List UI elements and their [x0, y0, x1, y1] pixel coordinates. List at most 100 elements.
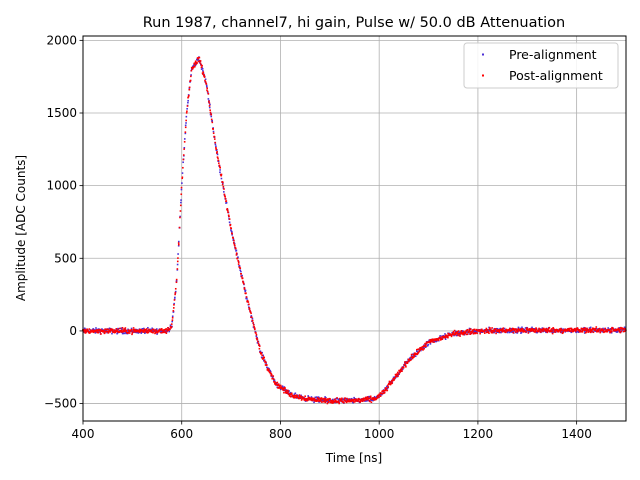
post-alignment-point: [285, 389, 288, 392]
pre-alignment-point: [187, 99, 189, 102]
y-tick-label: 1500: [46, 106, 77, 120]
post-alignment-point: [218, 166, 221, 168]
post-alignment-point: [546, 328, 549, 331]
post-alignment-point: [114, 329, 116, 332]
pre-alignment-point: [589, 327, 591, 329]
pre-alignment-point: [116, 332, 118, 335]
post-alignment-point: [460, 329, 463, 332]
post-alignment-point: [222, 181, 224, 184]
post-alignment-point: [541, 329, 543, 331]
post-alignment-point: [289, 395, 291, 397]
post-alignment-point: [467, 331, 470, 333]
post-alignment-point: [484, 329, 487, 331]
post-alignment-point: [519, 328, 522, 331]
post-alignment-point: [224, 196, 226, 198]
post-alignment-point: [153, 329, 156, 332]
post-alignment-point: [623, 330, 626, 332]
post-alignment-point: [400, 368, 403, 371]
post-alignment-point: [239, 267, 242, 270]
post-alignment-point: [243, 287, 246, 289]
pre-alignment-point: [244, 289, 247, 292]
post-alignment-point: [121, 326, 124, 329]
post-alignment-point: [469, 328, 472, 330]
post-alignment-point: [592, 327, 594, 329]
post-alignment-point: [161, 329, 163, 332]
post-alignment-point: [399, 368, 402, 371]
post-alignment-point: [193, 66, 196, 68]
post-alignment-point: [277, 387, 279, 389]
post-alignment-point: [130, 329, 132, 332]
post-alignment-point: [492, 330, 495, 332]
post-alignment-point: [286, 391, 288, 394]
pre-alignment-point: [101, 328, 103, 330]
post-alignment-point: [385, 387, 388, 389]
post-alignment-point: [202, 71, 205, 73]
pre-alignment-point: [281, 385, 284, 387]
post-alignment-point: [258, 345, 261, 347]
post-alignment-point: [412, 353, 415, 356]
plot-frame: [82, 35, 627, 422]
post-alignment-point: [184, 126, 187, 129]
post-alignment-point: [213, 135, 216, 138]
post-alignment-point: [615, 328, 617, 331]
pre-alignment-point: [207, 98, 210, 100]
pre-alignment-point: [180, 199, 182, 201]
post-alignment-point: [180, 193, 183, 196]
post-alignment-point: [268, 368, 270, 371]
post-alignment-point: [117, 328, 119, 331]
post-alignment-point: [584, 327, 586, 329]
pre-alignment-point: [297, 394, 299, 397]
post-alignment-point: [300, 399, 303, 401]
pre-alignment-point: [256, 342, 259, 344]
pre-alignment-point: [335, 397, 337, 400]
post-alignment-point: [234, 247, 237, 250]
post-alignment-point: [332, 402, 334, 404]
post-alignment-point: [188, 88, 191, 91]
pre-alignment-point: [385, 385, 388, 388]
pre-alignment-point: [186, 107, 188, 110]
post-alignment-point: [166, 330, 168, 332]
post-alignment-point: [215, 146, 217, 149]
post-alignment-point: [399, 369, 402, 372]
pre-alignment-point: [84, 328, 87, 331]
pre-alignment-point: [416, 350, 419, 353]
post-alignment-point: [531, 329, 533, 332]
pre-alignment-point: [246, 297, 248, 300]
x-tick-label: 1400: [561, 427, 592, 441]
post-alignment-point: [496, 330, 499, 332]
post-alignment-point: [430, 340, 432, 342]
post-alignment-point: [511, 328, 514, 331]
post-alignment-point: [148, 328, 150, 331]
post-alignment-point: [512, 331, 515, 334]
pre-alignment-point: [314, 396, 317, 399]
post-alignment-point: [545, 329, 548, 332]
pre-alignment-point: [469, 330, 472, 332]
post-alignment-point: [189, 79, 192, 82]
post-alignment-point: [459, 335, 461, 337]
post-alignment-point: [525, 331, 527, 333]
pre-alignment-point: [111, 332, 113, 335]
pre-alignment-point: [190, 74, 192, 76]
post-alignment-point: [615, 329, 618, 332]
post-alignment-point: [576, 327, 579, 329]
post-alignment-point: [218, 164, 221, 167]
pre-alignment-point: [474, 331, 477, 333]
post-alignment-point: [215, 148, 217, 151]
pre-alignment-point: [209, 103, 211, 106]
post-alignment-point: [101, 330, 104, 332]
post-alignment-point: [452, 331, 455, 333]
pre-alignment-point: [183, 138, 186, 140]
post-alignment-point: [560, 327, 562, 330]
pre-alignment-point: [607, 327, 609, 329]
post-alignment-point: [378, 396, 380, 398]
post-alignment-point: [600, 329, 603, 332]
pre-alignment-point: [396, 375, 398, 378]
post-alignment-point: [313, 397, 316, 400]
post-alignment-point: [175, 281, 178, 284]
post-alignment-point: [226, 209, 229, 212]
post-alignment-point: [279, 387, 282, 390]
post-alignment-point: [96, 331, 98, 334]
post-alignment-point: [388, 380, 391, 383]
post-alignment-point: [281, 387, 284, 389]
post-alignment-point: [367, 397, 370, 400]
